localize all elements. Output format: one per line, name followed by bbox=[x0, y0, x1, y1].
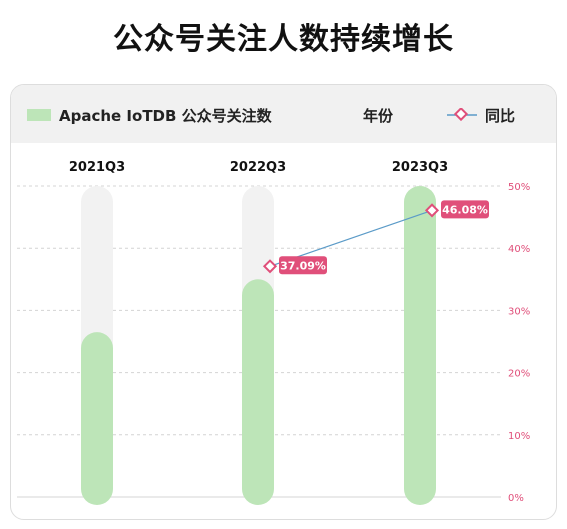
right-axis-tick-label: 20% bbox=[508, 369, 530, 380]
legend-year-label: 年份 bbox=[363, 106, 394, 125]
data-label-box bbox=[441, 200, 489, 219]
chart-plot: 0% 10% 20% 30% 40% 50% 2021Q3 2022Q3 2023Q3 37.09… bbox=[17, 160, 530, 505]
chart-card: Apache IoTDB 公众号关注数 年份 同比 0% 10% 20% 30% 40%… bbox=[10, 84, 557, 520]
data-label: 46.08% bbox=[442, 203, 488, 216]
bar bbox=[242, 279, 274, 505]
legend-year: 年份 bbox=[363, 105, 393, 125]
yoy-marker bbox=[262, 259, 278, 274]
line-diamond-icon bbox=[447, 108, 477, 122]
legend-line-label: 同比 bbox=[485, 106, 516, 125]
category-label: 2021Q3 bbox=[69, 160, 125, 175]
right-axis-tick-label: 30% bbox=[508, 306, 530, 317]
page-title: 公众号关注人数持续增长 bbox=[113, 22, 454, 57]
right-axis-tick-label: 0% bbox=[508, 493, 524, 504]
category-label: 2022Q3 bbox=[230, 160, 286, 175]
legend-bar-label: Apache IoTDB 公众号关注数 bbox=[59, 106, 272, 125]
right-axis-tick-label: 40% bbox=[508, 244, 530, 255]
right-axis-tick-label: 10% bbox=[508, 431, 530, 442]
legend-item-bar[interactable]: Apache IoTDB 公众号关注数 bbox=[27, 105, 272, 125]
bar-swatch-icon bbox=[27, 109, 51, 121]
right-axis-tick-label: 50% bbox=[508, 182, 530, 193]
yoy-marker bbox=[424, 203, 440, 218]
bar bbox=[81, 332, 113, 505]
data-label-box bbox=[279, 256, 327, 275]
legend-item-line[interactable]: 同比 bbox=[447, 105, 515, 125]
category-label: 2023Q3 bbox=[392, 160, 448, 175]
legend: Apache IoTDB 公众号关注数 年份 同比 bbox=[11, 85, 556, 143]
bar bbox=[404, 186, 436, 505]
data-label: 37.09% bbox=[280, 259, 326, 272]
